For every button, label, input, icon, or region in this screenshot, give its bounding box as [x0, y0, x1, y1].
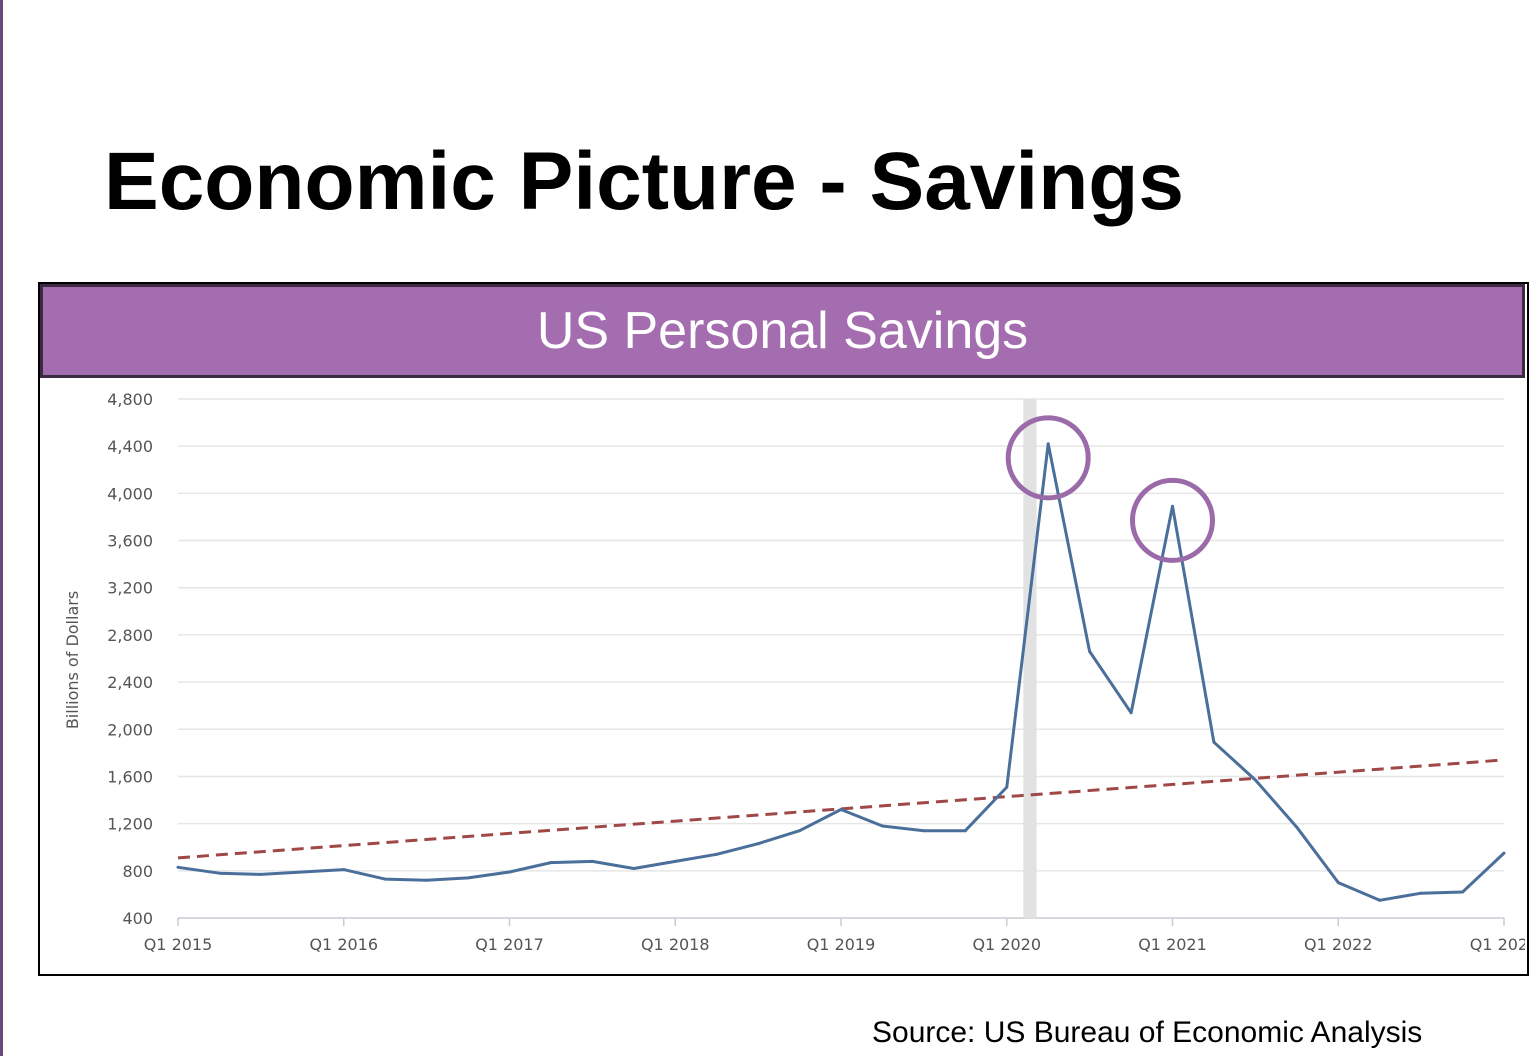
- y-tick-label: 800: [122, 862, 153, 881]
- trend-line: [177, 758, 1505, 860]
- chart-frame: US Personal Savings 400 800 1,200 1,600 2,00…: [38, 282, 1529, 976]
- x-tick-label: Q1 2022: [1304, 935, 1373, 954]
- data-point: [549, 861, 553, 865]
- data-point: [632, 866, 636, 870]
- data-point: [342, 868, 346, 872]
- x-tick-label: Q1 2017: [475, 935, 544, 954]
- y-tick-label: 2,000: [107, 720, 153, 739]
- data-point: [839, 807, 843, 811]
- y-tick-label: 4,400: [107, 437, 153, 456]
- data-point: [1336, 881, 1340, 885]
- slide-left-rule: [0, 0, 3, 1056]
- data-point: [176, 865, 180, 869]
- data-point: [880, 824, 884, 828]
- savings-line-chart: 400 800 1,200 1,600 2,000 2,400 2,800 3,200 3,60…: [63, 390, 1525, 954]
- data-point: [1046, 442, 1050, 446]
- data-point: [1502, 851, 1506, 855]
- data-point: [300, 870, 304, 874]
- savings-series-line: [177, 442, 1506, 902]
- highlight-layer: [1005, 415, 1215, 563]
- y-tick-label: 2,800: [107, 626, 153, 645]
- series-layer: [176, 442, 1506, 902]
- data-point: [590, 859, 594, 863]
- y-tick-label: 1,600: [107, 767, 153, 786]
- y-tick-label: 3,600: [107, 532, 153, 551]
- source-note: Source: US Bureau of Economic Analysis: [872, 1016, 1423, 1049]
- slide-title: Economic Picture - Savings: [104, 136, 1184, 227]
- data-point: [425, 878, 429, 882]
- data-point: [508, 870, 511, 874]
- data-point: [1212, 740, 1216, 744]
- data-point: [1461, 890, 1465, 894]
- data-point: [798, 829, 802, 833]
- data-point: [1005, 785, 1009, 789]
- data-point: [922, 829, 926, 833]
- data-point: [1129, 711, 1133, 715]
- x-tick-label: Q1 2021: [1138, 935, 1207, 954]
- data-point: [715, 852, 719, 856]
- y-tick-label: 4,000: [107, 484, 153, 503]
- y-tick-label: 1,200: [107, 815, 153, 834]
- data-point: [1378, 898, 1382, 902]
- recession-band: [1023, 399, 1037, 918]
- chart-title-banner: US Personal Savings: [40, 284, 1525, 378]
- x-tick-label: Q1 2016: [309, 935, 378, 954]
- peak-highlight-circle: [1130, 477, 1215, 563]
- x-tick-label: Q1 2020: [972, 935, 1041, 954]
- data-point: [756, 842, 760, 846]
- trend-layer: [177, 758, 1505, 860]
- data-point: [1088, 649, 1092, 653]
- y-tick-label: 3,200: [107, 579, 153, 598]
- data-point: [383, 877, 387, 881]
- chart-title: US Personal Savings: [536, 302, 1029, 360]
- data-point: [1295, 825, 1299, 829]
- data-point: [1253, 778, 1257, 782]
- x-tick-label: Q1 2023: [1470, 935, 1525, 954]
- data-point: [963, 829, 967, 833]
- y-tick-label: 400: [122, 909, 153, 928]
- x-tick-label: Q1 2018: [641, 935, 710, 954]
- y-axis-label: Billions of Dollars: [63, 591, 82, 729]
- peak-highlight-circle: [1005, 415, 1091, 501]
- y-tick-label: 4,800: [107, 390, 153, 409]
- axis-layer: 400 800 1,200 1,600 2,000 2,400 2,800 3,200 3,60…: [107, 390, 1525, 954]
- y-tick-label: 2,400: [107, 673, 153, 692]
- data-point: [1419, 891, 1423, 895]
- data-point: [673, 859, 677, 863]
- x-tick-label: Q1 2015: [144, 935, 213, 954]
- data-point: [259, 872, 263, 876]
- x-tick-label: Q1 2019: [807, 935, 876, 954]
- data-point: [466, 876, 470, 880]
- data-point: [217, 871, 221, 875]
- data-point: [1171, 504, 1174, 508]
- recession-band-layer: [1023, 399, 1037, 918]
